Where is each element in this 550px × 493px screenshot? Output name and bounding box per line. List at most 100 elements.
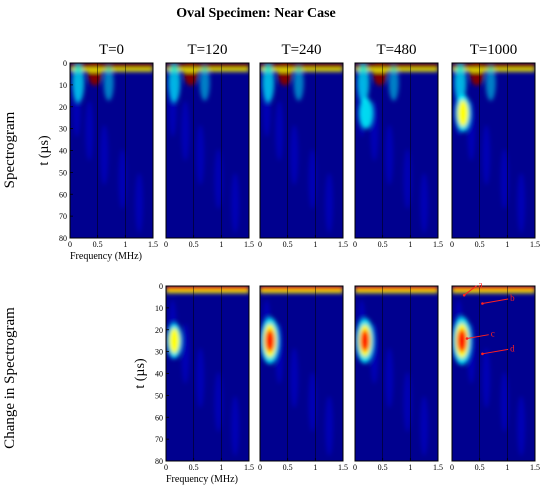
heatmap-blobs	[166, 63, 249, 233]
x-tick-label: 0.5	[283, 240, 293, 249]
heatmap-blob	[265, 329, 275, 352]
heatmap-body	[260, 63, 343, 238]
heatmap-panel: 0 0.5 1 1.5 0 10 20 30 40 50 60 70 80 t (µs) Frequency…	[133, 282, 254, 485]
panel-frame	[165, 62, 250, 239]
heatmap-texture	[403, 148, 412, 209]
heatmap-band	[166, 63, 249, 69]
heatmap-band	[260, 286, 343, 291]
y-axis-label: t (µs)	[133, 358, 148, 389]
x-tick-label: 0.5	[378, 463, 388, 472]
x-tick-label: 0.5	[475, 240, 485, 249]
heatmap-blob	[293, 64, 304, 101]
heatmap-band	[372, 63, 387, 86]
annotation-arrowhead	[465, 337, 469, 340]
heatmap-blobs	[70, 63, 153, 233]
heatmap-blob	[168, 63, 181, 103]
heatmap-band	[260, 63, 343, 69]
x-axis-label: Frequency (MHz)	[70, 251, 142, 262]
heatmap-body	[452, 63, 535, 238]
heatmap-blob	[454, 63, 467, 103]
heatmap-blob	[360, 329, 370, 352]
x-tick-label: 0	[68, 240, 72, 249]
heatmap-texture	[385, 347, 394, 408]
heatmap-texture	[325, 396, 334, 456]
heatmap-band-edge	[166, 290, 249, 293]
heatmap-blobs	[260, 286, 343, 456]
x-tick-label: 0	[258, 240, 262, 249]
heatmap-texture	[308, 371, 317, 432]
y-tick-label: 70	[59, 212, 67, 221]
y-tick-label: 10	[155, 304, 163, 313]
heatmap-panel: 0 0.5 1 1.5 a b c d	[450, 280, 540, 472]
panel-frame	[259, 285, 344, 462]
heatmap-blob	[457, 100, 469, 127]
heatmap-band	[452, 286, 535, 291]
heatmap-texture	[231, 396, 240, 456]
x-tick-label: 1.5	[433, 240, 443, 249]
annotation-arrowhead	[462, 293, 466, 297]
y-tick-label: 80	[155, 457, 163, 466]
heatmap-band	[469, 63, 484, 86]
heatmap-texture	[308, 148, 317, 209]
heatmap-blobs	[166, 286, 249, 456]
x-tick-label: 0.5	[189, 463, 199, 472]
y-tick-label: 50	[59, 168, 67, 177]
heatmap-blob	[457, 329, 467, 353]
heatmap-blobs	[452, 63, 535, 233]
x-tick-label: 1.5	[244, 240, 254, 249]
y-tick-label: 10	[59, 81, 67, 90]
heatmap-texture	[275, 100, 284, 161]
x-tick-label: 1.5	[530, 240, 540, 249]
heatmap-blob	[103, 64, 114, 101]
x-tick-label: 1	[313, 463, 317, 472]
x-tick-label: 0.5	[283, 463, 293, 472]
heatmap-texture	[290, 124, 299, 185]
y-tick-label: 0	[63, 59, 67, 68]
heatmap-blobs	[452, 286, 535, 456]
heatmap-texture	[214, 371, 223, 432]
heatmap-body	[166, 63, 249, 238]
row-label-change: Change in Spectrogram	[2, 307, 18, 449]
x-tick-label: 0	[164, 240, 168, 249]
heatmap-texture	[517, 173, 526, 233]
panel-frame	[451, 62, 536, 239]
panel-frame	[451, 285, 536, 462]
heatmap-body	[260, 286, 343, 461]
annotation-arrow	[466, 334, 489, 339]
heatmap-band	[277, 63, 292, 86]
x-tick-label: 1.5	[338, 240, 348, 249]
heatmap-band	[87, 63, 102, 86]
y-axis-label: t (µs)	[37, 135, 52, 166]
heatmap-texture	[482, 124, 491, 185]
heatmap-texture	[214, 148, 223, 209]
x-tick-label: 1	[505, 240, 509, 249]
y-tick-label: 30	[155, 348, 163, 357]
annotation-arrow	[463, 285, 477, 296]
heatmap-panel: 0 0.5 1 1.5	[258, 285, 348, 472]
heatmap-blob	[169, 328, 180, 354]
heatmap-band	[166, 286, 249, 291]
heatmap-body	[452, 286, 535, 461]
heatmap-texture	[85, 100, 94, 161]
heatmap-band	[183, 63, 198, 86]
heatmap-blobs	[355, 63, 438, 233]
heatmap-texture	[420, 396, 429, 456]
x-tick-label: 0	[353, 240, 357, 249]
y-tick-label: 20	[59, 103, 67, 112]
annotation-arrowhead	[481, 352, 484, 356]
panel-title: T=1000	[470, 42, 518, 58]
heatmap-panel: T=240 0 0.5 1 1.5	[258, 42, 348, 249]
x-tick-label: 0	[450, 463, 454, 472]
y-tick-label: 40	[59, 147, 67, 156]
x-tick-label: 0.5	[378, 240, 388, 249]
x-tick-label: 1	[505, 463, 509, 472]
annotation-label: c	[491, 329, 495, 339]
panel-title: T=480	[376, 42, 416, 58]
annotation-label: d	[510, 343, 515, 353]
heatmap-band-edge	[355, 290, 438, 293]
y-tick-label: 60	[155, 413, 163, 422]
y-tick-label: 70	[155, 435, 163, 444]
heatmap-texture	[325, 173, 334, 233]
